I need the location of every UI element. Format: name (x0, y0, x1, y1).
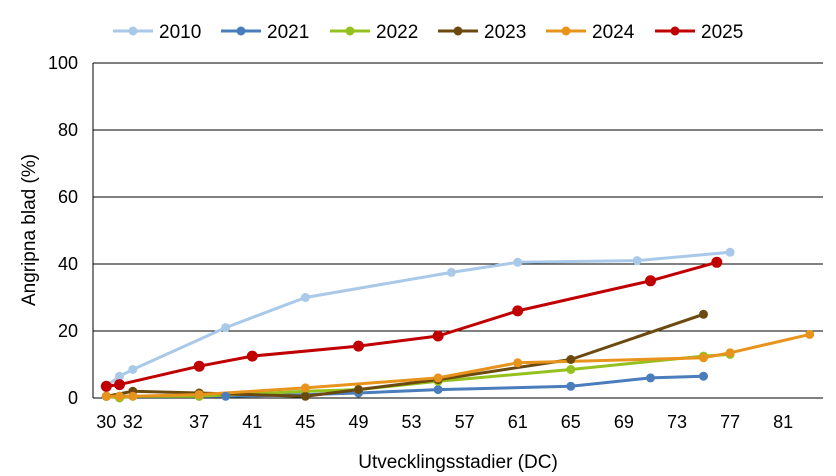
x-tick-label: 81 (773, 412, 793, 432)
y-axis-title: Angripna blad (%) (19, 154, 40, 306)
x-tick-label: 57 (455, 412, 475, 432)
data-point-2021 (221, 391, 231, 401)
data-point-2021 (699, 371, 708, 381)
x-tick-label: 49 (348, 412, 368, 432)
data-point-2010 (513, 257, 523, 267)
legend-label: 2023 (484, 22, 526, 43)
data-point-2024 (300, 383, 310, 393)
x-tick-label: 73 (667, 412, 687, 432)
legend-label: 2010 (159, 22, 201, 43)
data-point-2022 (566, 365, 576, 374)
x-tick-label: 30 (96, 412, 116, 432)
legend-swatch-marker (670, 26, 680, 36)
x-tick-label: 45 (295, 412, 315, 432)
series-line-2023 (104, 312, 705, 398)
legend: 2010 2021 2022 2023 2024 2025 (113, 22, 743, 43)
data-point-2010 (632, 256, 642, 266)
data-point-2010 (128, 365, 138, 374)
x-tick-label: 37 (189, 412, 209, 432)
x-axis-title: Utvecklingsstadier (DC) (358, 452, 558, 473)
data-point-2010 (115, 371, 124, 381)
x-tick-label: 77 (720, 412, 740, 432)
data-point-2025 (246, 350, 258, 362)
x-tick-label: 69 (614, 412, 634, 432)
legend-label: 2021 (267, 22, 309, 43)
data-point-2023 (566, 355, 576, 364)
data-point-2025 (432, 330, 444, 342)
data-point-2025 (100, 380, 112, 392)
legend-item-2025: 2025 (655, 22, 743, 43)
data-point-2025 (193, 360, 205, 372)
data-point-2025 (711, 256, 723, 268)
y-tick-label: 0 (68, 388, 78, 408)
legend-swatch-marker (453, 26, 463, 36)
data-point-2025 (114, 379, 125, 391)
data-point-2023 (354, 385, 363, 395)
legend-label: 2025 (701, 22, 743, 43)
data-point-2021 (433, 385, 443, 395)
data-point-2025 (512, 305, 524, 317)
data-point-2024 (699, 353, 708, 363)
data-point-2023 (300, 391, 310, 401)
y-tick-labels: 0 20 40 60 80 100 (48, 53, 78, 408)
x-tick-label: 32 (123, 412, 143, 432)
data-point-2023 (699, 309, 708, 319)
data-point-2010 (446, 267, 456, 277)
x-tick-label: 41 (242, 412, 262, 432)
data-point-2025 (645, 275, 656, 287)
legend-swatch-marker (345, 26, 355, 36)
data-point-2010 (221, 323, 231, 333)
legend-item-2022: 2022 (330, 22, 418, 43)
x-tick-labels: 30 32 37 41 45 49 53 57 61 65 69 73 77 81 (96, 412, 793, 432)
data-point-2021 (566, 381, 576, 391)
x-tick-label: 65 (561, 412, 581, 432)
legend-label: 2022 (376, 22, 418, 43)
axes (92, 63, 823, 399)
legend-swatch-marker (128, 26, 138, 36)
legend-item-2021: 2021 (221, 22, 309, 43)
data-point-2024 (433, 373, 443, 383)
data-point-2024 (725, 348, 735, 358)
legend-item-2010: 2010 (113, 22, 201, 43)
data-point-2021 (646, 373, 655, 383)
data-point-2024 (115, 391, 124, 401)
y-tick-label: 20 (58, 321, 78, 341)
y-tick-label: 40 (58, 254, 78, 274)
series-line-2024 (104, 332, 812, 398)
y-tick-label: 80 (58, 120, 78, 140)
legend-swatch-marker (236, 26, 246, 36)
legend-swatch-marker (561, 26, 571, 36)
gridlines (93, 62, 823, 332)
x-tick-label: 53 (402, 412, 422, 432)
y-tick-label: 100 (48, 53, 78, 73)
data-point-2010 (725, 247, 735, 257)
series-points (100, 247, 815, 403)
y-tick-label: 60 (58, 187, 78, 207)
data-point-2024 (128, 391, 138, 401)
legend-item-2023: 2023 (438, 22, 526, 43)
data-point-2024 (513, 358, 523, 368)
x-tick-label: 61 (508, 412, 528, 432)
data-point-2010 (300, 293, 310, 302)
legend-item-2024: 2024 (546, 22, 635, 43)
data-point-2024 (805, 329, 815, 339)
data-point-2024 (194, 390, 204, 400)
data-point-2025 (353, 340, 364, 352)
legend-label: 2024 (592, 22, 635, 43)
data-point-2024 (101, 391, 111, 401)
